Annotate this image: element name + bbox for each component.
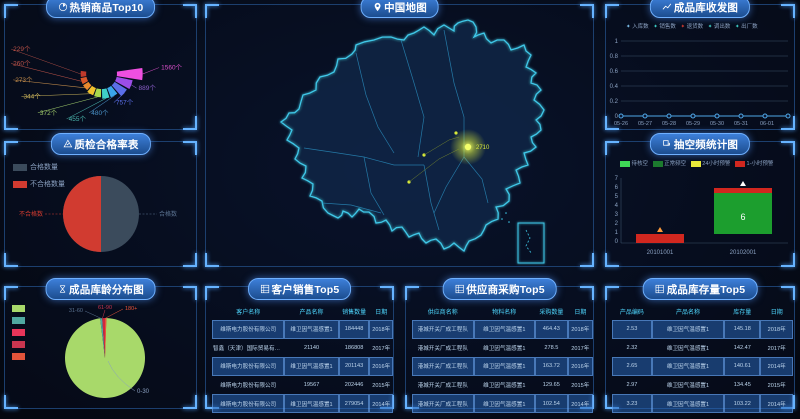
svg-text:05-29: 05-29 — [686, 121, 700, 127]
svg-text:20102001: 20102001 — [730, 250, 757, 256]
svg-text:4: 4 — [615, 203, 619, 209]
svg-text:0.8: 0.8 — [610, 54, 619, 60]
svg-text:1560个: 1560个 — [161, 64, 182, 72]
svg-text:1: 1 — [615, 230, 619, 236]
svg-text:180+: 180+ — [125, 306, 137, 312]
svg-text:273个: 273个 — [15, 76, 33, 84]
svg-text:2710: 2710 — [476, 145, 490, 151]
svg-text:889个: 889个 — [139, 84, 157, 92]
svg-text:1: 1 — [615, 39, 619, 45]
svg-text:3: 3 — [615, 212, 619, 218]
svg-text:05-27: 05-27 — [638, 121, 652, 127]
svg-text:61-90: 61-90 — [98, 305, 112, 311]
svg-text:不合格数: 不合格数 — [19, 210, 43, 218]
svg-text:06-01: 06-01 — [760, 121, 774, 127]
svg-text:5: 5 — [615, 194, 619, 200]
svg-text:05-30: 05-30 — [710, 121, 724, 127]
svg-text:0.4: 0.4 — [610, 84, 619, 90]
svg-text:455个: 455个 — [69, 115, 87, 123]
svg-text:6: 6 — [615, 185, 619, 191]
svg-text:05-28: 05-28 — [662, 121, 676, 127]
svg-text:20101001: 20101001 — [647, 250, 674, 256]
svg-text:0: 0 — [615, 114, 619, 120]
svg-text:260个: 260个 — [13, 60, 31, 68]
svg-text:0: 0 — [615, 239, 619, 245]
svg-text:480个: 480个 — [91, 109, 109, 117]
svg-text:05-26: 05-26 — [614, 121, 628, 127]
svg-text:2: 2 — [615, 221, 619, 227]
svg-text:0-30: 0-30 — [137, 389, 150, 395]
svg-text:31-60: 31-60 — [69, 308, 83, 314]
svg-text:372个: 372个 — [40, 109, 58, 117]
svg-text:344个: 344个 — [23, 92, 41, 100]
svg-text:757个: 757个 — [116, 99, 134, 107]
svg-text:229个: 229个 — [13, 45, 31, 53]
svg-text:05-31: 05-31 — [734, 121, 748, 127]
svg-text:0.2: 0.2 — [610, 99, 619, 105]
svg-text:7: 7 — [615, 176, 619, 182]
svg-text:6: 6 — [740, 212, 745, 222]
svg-text:合格数: 合格数 — [159, 210, 177, 218]
svg-text:0.6: 0.6 — [610, 69, 619, 75]
